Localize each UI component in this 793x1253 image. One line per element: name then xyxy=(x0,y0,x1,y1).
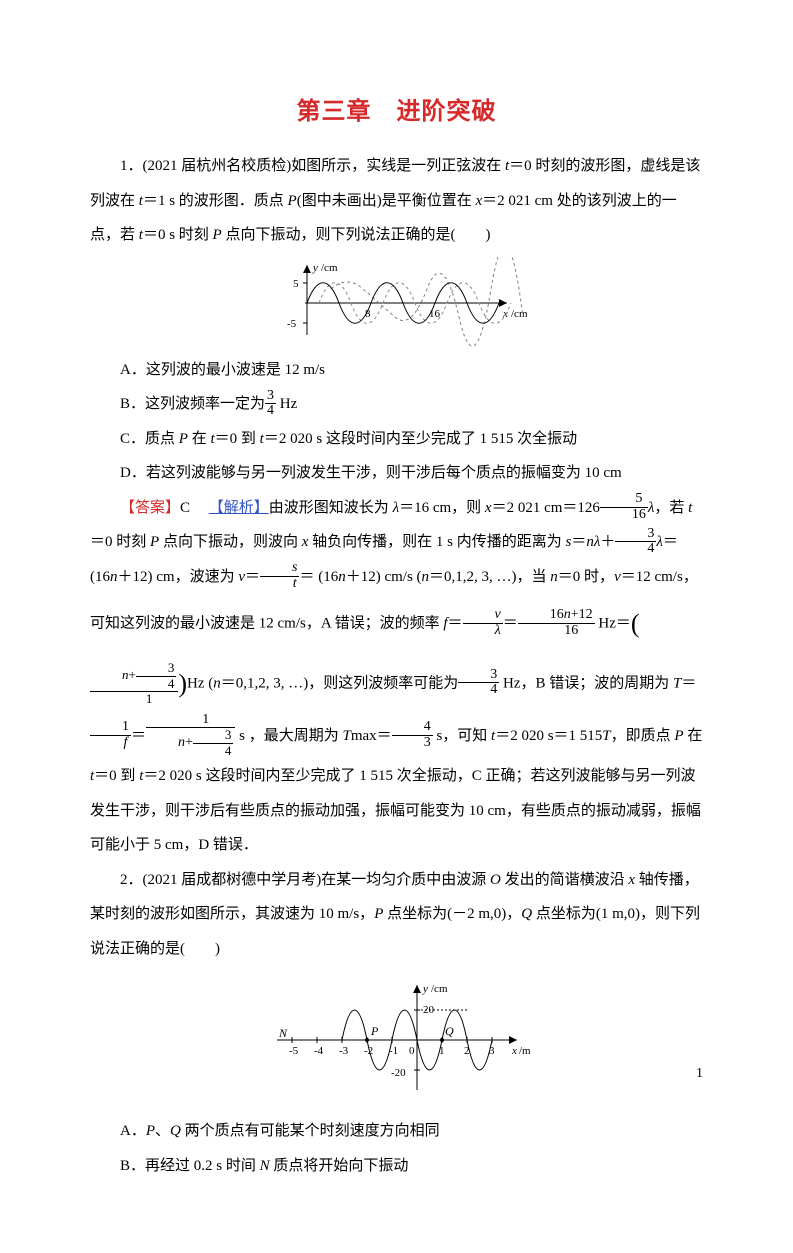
e14: ＋12) cm/s ( xyxy=(346,569,422,585)
e31: 在 xyxy=(684,728,703,744)
svg-text:Q: Q xyxy=(445,1024,454,1038)
page-title: 第三章 进阶突破 xyxy=(90,84,703,139)
svg-text:/cm: /cm xyxy=(431,983,448,995)
answer-val: C xyxy=(180,500,205,516)
svg-text:0: 0 xyxy=(409,1045,415,1057)
svg-text:5: 5 xyxy=(293,278,299,290)
e8: ＝ xyxy=(571,534,586,550)
svg-text:P: P xyxy=(370,1024,379,1038)
e15: ＝0,1,2, 3, …)，当 xyxy=(429,569,550,585)
e27: max＝ xyxy=(351,728,392,744)
q2b1: B．再经过 0.2 s 时间 xyxy=(120,1158,260,1174)
svg-text:N: N xyxy=(278,1026,288,1040)
e26: s ，最大周期为 xyxy=(235,728,342,744)
q2-opt-a: A．P、Q 两个质点有可能某个时刻速度方向相同 xyxy=(120,1114,703,1149)
e29: ＝2 020 s＝1 515 xyxy=(495,728,602,744)
q1-opt-b: B．这列波频率一定为34 Hz xyxy=(120,387,703,422)
e19: ＝ xyxy=(503,616,518,632)
e11: ＋12) cm，波速为 xyxy=(118,569,239,585)
q2a2: 、 xyxy=(155,1123,170,1139)
e23: Hz，B 错误；波的周期为 xyxy=(499,675,673,691)
q1b-a: B．这列波频率一定为 xyxy=(120,396,265,412)
svg-text:-4: -4 xyxy=(314,1045,324,1057)
e21: Hz ( xyxy=(187,675,213,691)
svg-text:-5: -5 xyxy=(289,1045,299,1057)
q2-figure: y/cm x/m -5-4-3 -2-10 123 20 -20 N P Q xyxy=(90,970,703,1110)
svg-text:y: y xyxy=(422,983,428,995)
q1-answer: 【答案】C 【解析】由波形图知波长为 λ＝16 cm，则 x＝2 021 cm＝… xyxy=(90,491,703,863)
e2: ＝16 cm，则 xyxy=(399,500,485,516)
e33: ＝2 020 s 这段时间内至少完成了 1 515 次全振动，C 正确；若这列波… xyxy=(90,768,701,853)
q2-opt-b: B．再经过 0.2 s 时间 N 质点将开始向下振动 xyxy=(120,1149,703,1184)
e20: Hz＝ xyxy=(595,616,631,632)
e12: ＝ xyxy=(245,569,260,585)
q1c4: ＝2 020 s 这段时间内至少完成了 1 515 次全振动 xyxy=(264,431,577,447)
q1-s6: ＝0 s 时刻 xyxy=(143,227,213,243)
e1: 由波形图知波长为 xyxy=(269,500,393,516)
e22: ＝0,1,2, 3, …)，则这列波频率可能为 xyxy=(221,675,459,691)
expl-label: 【解析】 xyxy=(209,500,269,516)
svg-text:20: 20 xyxy=(423,1004,435,1016)
q2a3: 两个质点有可能某个时刻速度方向相同 xyxy=(181,1123,440,1139)
svg-text:/cm: /cm xyxy=(321,262,338,274)
q1-opt-c: C．质点 P 在 t＝0 到 t＝2 020 s 这段时间内至少完成了 1 51… xyxy=(120,422,703,457)
q2s1: 2．(2021 届成都树德中学月考)在某一均匀介质中由波源 xyxy=(120,872,490,888)
q2a1: A． xyxy=(120,1123,146,1139)
q1c2: 在 xyxy=(188,431,211,447)
q1-s3: ＝1 s 的波形图．质点 xyxy=(143,193,288,209)
q1-opt-d: D．若这列波能够与另一列波发生干涉，则干涉后每个质点的振幅变为 10 cm xyxy=(120,456,703,491)
e25: ＝ xyxy=(131,728,146,744)
q1-s7: 点向下振动，则下列说法正确的是( ) xyxy=(222,227,491,243)
q2-stem: 2．(2021 届成都树德中学月考)在某一均匀介质中由波源 O 发出的简谐横波沿… xyxy=(90,863,703,967)
q2s2: 发出的简谐横波沿 xyxy=(501,872,629,888)
q1-opt-a: A．这列波的最小波速是 12 m/s xyxy=(120,353,703,388)
q2s4: 点坐标为(－2 m,0)， xyxy=(383,906,521,922)
e32: ＝0 到 xyxy=(94,768,139,784)
q1c3: ＝0 到 xyxy=(215,431,260,447)
q1c1: C．质点 xyxy=(120,431,179,447)
e6: 点向下振动，则波向 xyxy=(159,534,302,550)
e4: ，若 xyxy=(654,500,688,516)
page-number: 1 xyxy=(696,1066,703,1082)
svg-text:/m: /m xyxy=(519,1045,531,1057)
svg-text:y: y xyxy=(312,262,318,274)
answer-label: 【答案】 xyxy=(120,500,180,516)
e13: ＝ (16 xyxy=(299,569,338,585)
q1b-b: Hz xyxy=(276,396,297,412)
e9: ＋ xyxy=(600,534,615,550)
q1-stem: 1．(2021 届杭州名校质检)如图所示，实线是一列正弦波在 t＝0 时刻的波形… xyxy=(90,149,703,253)
svg-text:/cm: /cm xyxy=(511,308,527,320)
e16: ＝0 时， xyxy=(558,569,614,585)
q1-s4: (图中未画出)是平衡位置在 xyxy=(297,193,476,209)
e5: ＝0 时刻 xyxy=(90,534,150,550)
e28: s，可知 xyxy=(433,728,491,744)
q2b2: 质点将开始向下振动 xyxy=(270,1158,409,1174)
q1-s1: 1．(2021 届杭州名校质检)如图所示，实线是一列正弦波在 xyxy=(120,158,505,174)
q1-figure: y/cm x/cm 5 -5 8 16 xyxy=(90,257,703,349)
svg-text:-5: -5 xyxy=(287,318,297,330)
e7: 轴负向传播，则在 1 s 内传播的距离为 xyxy=(308,534,565,550)
svg-text:-3: -3 xyxy=(339,1045,349,1057)
e30: ，即质点 xyxy=(611,728,675,744)
e24: ＝ xyxy=(681,675,696,691)
svg-text:x: x xyxy=(511,1045,517,1057)
e3: ＝2 021 cm＝126 xyxy=(492,500,600,516)
e18: ＝ xyxy=(448,616,463,632)
svg-text:-20: -20 xyxy=(391,1067,406,1079)
